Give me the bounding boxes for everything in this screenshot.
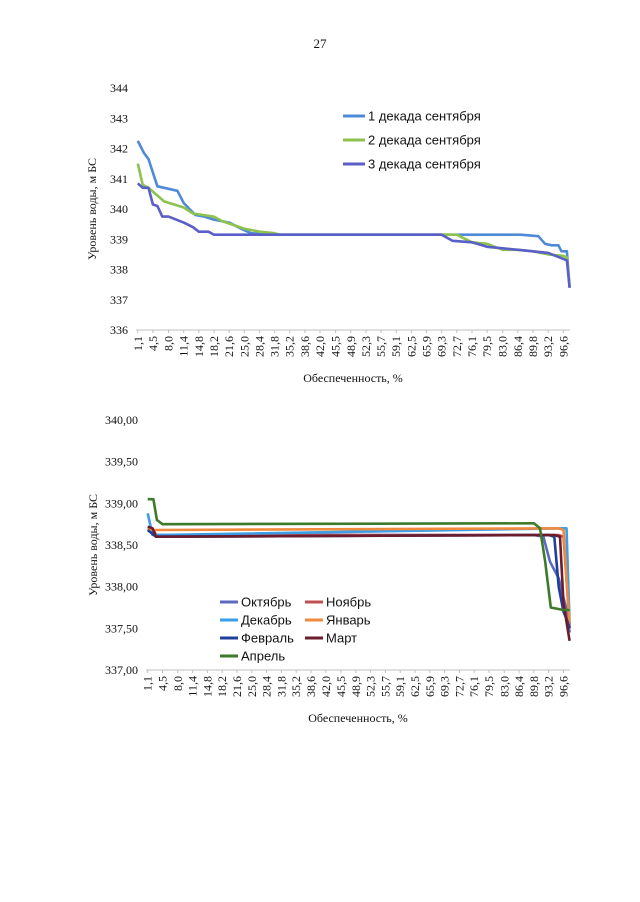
page-number: 27 bbox=[313, 36, 327, 51]
legend-label-2: Ноябрь bbox=[326, 595, 371, 610]
series-line-7 bbox=[147, 497, 570, 612]
x-tick-label: 45,5 bbox=[329, 336, 343, 357]
x-tick-label: 11,4 bbox=[186, 676, 200, 697]
x-tick-label: 72,7 bbox=[452, 676, 466, 697]
legend-label-6: Март bbox=[326, 631, 357, 646]
legend-label-5: Февраль bbox=[241, 631, 294, 646]
x-tick-label: 38,6 bbox=[304, 676, 318, 697]
series-line-3 bbox=[136, 182, 571, 288]
x-tick-label: 4,5 bbox=[156, 676, 170, 691]
x-tick-label: 93,2 bbox=[542, 676, 556, 697]
x-tick-label: 38,6 bbox=[298, 336, 312, 357]
y-tick-label: 337 bbox=[110, 293, 128, 307]
legend-label-7: Апрель bbox=[241, 649, 285, 664]
x-tick-label: 4,5 bbox=[146, 336, 160, 351]
x-tick-label: 62,5 bbox=[404, 336, 418, 357]
legend-label-1: Октябрь bbox=[241, 595, 292, 610]
x-tick-label: 59,1 bbox=[393, 676, 407, 697]
x-tick-label: 21,6 bbox=[230, 676, 244, 697]
x-tick-label: 14,8 bbox=[200, 676, 214, 697]
x-tick-label: 1,1 bbox=[141, 676, 155, 691]
x-tick-label: 89,8 bbox=[526, 336, 540, 357]
x-tick-label: 14,8 bbox=[192, 336, 206, 357]
y-tick-label: 338,00 bbox=[105, 580, 138, 594]
x-tick-label: 86,4 bbox=[511, 336, 525, 357]
x-tick-label: 48,9 bbox=[349, 676, 363, 697]
x-tick-label: 65,9 bbox=[423, 676, 437, 697]
x-tick-label: 96,6 bbox=[556, 676, 570, 697]
x-tick-label: 96,6 bbox=[556, 336, 570, 357]
x-tick-label: 65,9 bbox=[420, 336, 434, 357]
x-axis-title: Обеспеченность, % bbox=[308, 711, 408, 725]
x-axis-title: Обеспеченность, % bbox=[303, 371, 403, 385]
x-tick-label: 45,5 bbox=[334, 676, 348, 697]
y-tick-label: 338,50 bbox=[105, 538, 138, 552]
y-tick-label: 342 bbox=[110, 142, 128, 156]
legend-label-4: Январь bbox=[326, 613, 371, 628]
x-tick-label: 35,2 bbox=[289, 676, 303, 697]
legend-label-3: 3 декада сентября bbox=[368, 157, 481, 172]
y-tick-label: 336 bbox=[110, 323, 128, 337]
y-tick-label: 339 bbox=[110, 232, 128, 246]
x-tick-label: 11,4 bbox=[177, 336, 191, 357]
x-tick-label: 25,0 bbox=[245, 676, 259, 697]
y-tick-label: 337,50 bbox=[105, 621, 138, 635]
x-tick-label: 89,8 bbox=[527, 676, 541, 697]
x-tick-label: 93,2 bbox=[541, 336, 555, 357]
series-line-3 bbox=[146, 513, 571, 625]
x-tick-label: 42,0 bbox=[319, 676, 333, 697]
x-tick-label: 48,9 bbox=[344, 336, 358, 357]
x-tick-label: 18,2 bbox=[207, 336, 221, 357]
series-line-6 bbox=[147, 525, 571, 642]
x-tick-label: 86,4 bbox=[512, 676, 526, 697]
y-tick-label: 343 bbox=[110, 111, 128, 125]
x-tick-label: 62,5 bbox=[408, 676, 422, 697]
x-tick-label: 55,7 bbox=[378, 676, 392, 697]
y-tick-label: 340,00 bbox=[105, 413, 138, 427]
series-line-1 bbox=[136, 140, 571, 288]
x-tick-label: 25,0 bbox=[237, 336, 251, 357]
x-tick-label: 83,0 bbox=[497, 676, 511, 697]
legend-label-2: 2 декада сентября bbox=[368, 133, 481, 148]
x-tick-label: 69,3 bbox=[438, 676, 452, 697]
y-tick-label: 337,00 bbox=[105, 663, 138, 677]
x-tick-label: 42,0 bbox=[313, 336, 327, 357]
legend-label-3: Декабрь bbox=[241, 613, 292, 628]
x-tick-label: 18,2 bbox=[215, 676, 229, 697]
x-tick-label: 28,4 bbox=[252, 336, 266, 357]
x-tick-label: 83,0 bbox=[496, 336, 510, 357]
x-tick-label: 8,0 bbox=[171, 676, 185, 691]
y-tick-label: 339,00 bbox=[105, 496, 138, 510]
x-tick-label: 21,6 bbox=[222, 336, 236, 357]
x-tick-label: 52,3 bbox=[364, 676, 378, 697]
x-tick-label: 8,0 bbox=[162, 336, 176, 351]
x-tick-label: 69,3 bbox=[435, 336, 449, 357]
x-tick-label: 31,8 bbox=[274, 676, 288, 697]
x-tick-label: 28,4 bbox=[260, 676, 274, 697]
x-tick-label: 35,2 bbox=[283, 336, 297, 357]
y-tick-label: 340 bbox=[110, 202, 128, 216]
y-axis-title: Уровень воды, м БС bbox=[86, 494, 100, 596]
x-tick-label: 72,7 bbox=[450, 336, 464, 357]
x-tick-label: 76,1 bbox=[465, 336, 479, 357]
x-tick-label: 52,3 bbox=[359, 336, 373, 357]
series-line-2 bbox=[136, 163, 571, 287]
x-tick-label: 59,1 bbox=[389, 336, 403, 357]
y-tick-label: 341 bbox=[110, 172, 128, 186]
x-tick-label: 31,8 bbox=[268, 336, 282, 357]
y-tick-label: 344 bbox=[110, 81, 128, 95]
series-line-4 bbox=[147, 527, 571, 625]
legend-label-1: 1 декада сентября bbox=[368, 109, 481, 124]
chart-september-decades: 336 337 338 339 340 341 342 343 344 1,1 4,5 8,0 11,4… bbox=[85, 81, 571, 385]
y-axis-title: Уровень воды, м БС bbox=[85, 158, 99, 260]
x-tick-label: 79,5 bbox=[482, 676, 496, 697]
x-tick-label: 79,5 bbox=[480, 336, 494, 357]
x-tick-label: 55,7 bbox=[374, 336, 388, 357]
y-tick-label: 338 bbox=[110, 263, 128, 277]
x-tick-label: 76,1 bbox=[467, 676, 481, 697]
chart-october-april: 337,00 337,50 338,00 338,50 339,00 339,50 340,… bbox=[86, 413, 571, 725]
y-tick-label: 339,50 bbox=[105, 455, 138, 469]
x-tick-label: 1,1 bbox=[131, 336, 145, 351]
